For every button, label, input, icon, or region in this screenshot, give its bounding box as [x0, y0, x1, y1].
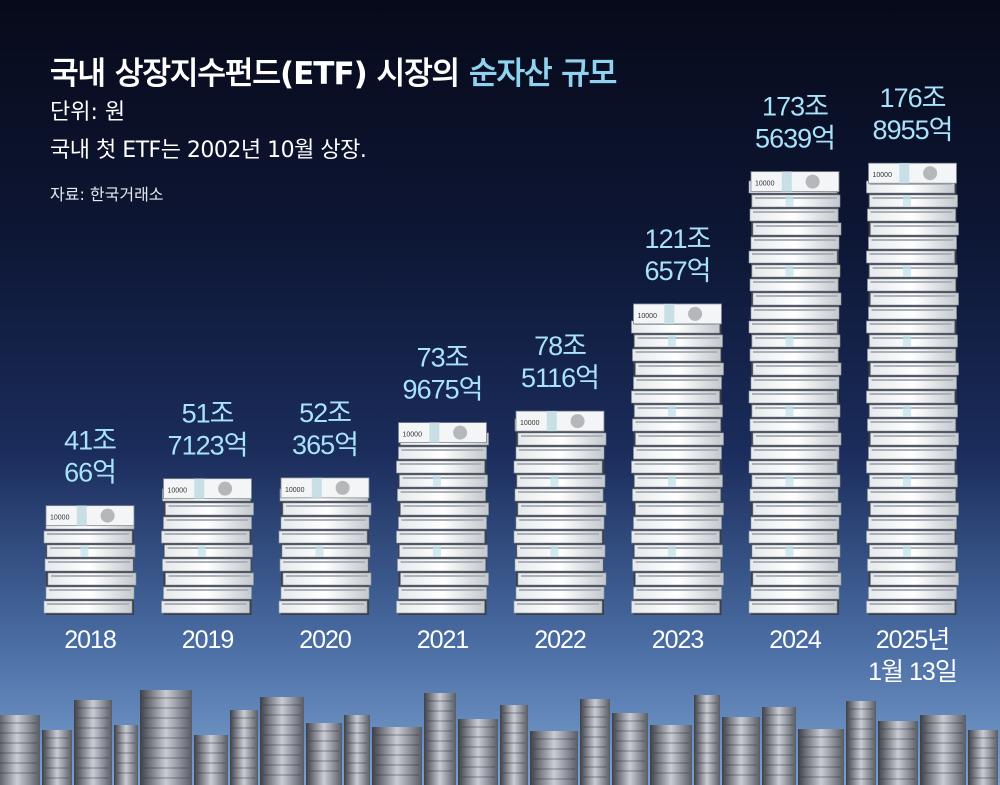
value-label: 365억: [292, 430, 358, 460]
building: [694, 695, 720, 785]
building: [260, 697, 304, 785]
value-label: 41조: [64, 426, 116, 456]
building: [74, 700, 112, 785]
building: [762, 707, 796, 785]
bar-2018: 10000: [43, 505, 137, 615]
value-label: 176조: [880, 83, 946, 113]
city-skyline: [0, 690, 998, 785]
building: [920, 715, 966, 785]
building: [458, 719, 498, 785]
bar-2022: 10000: [513, 410, 607, 615]
bar-2020: 10000: [278, 477, 372, 615]
building: [42, 730, 72, 785]
value-label: 5639억: [755, 124, 835, 154]
banknote-denomination: 10000: [403, 432, 423, 439]
value-label: 173조: [762, 92, 828, 122]
bar-2019: 10000: [161, 478, 254, 615]
value-label: 52조: [299, 398, 351, 428]
category-label: 2024: [769, 626, 822, 654]
banknote-denomination: 10000: [168, 488, 188, 495]
banknote-denomination: 10000: [50, 515, 70, 522]
category-label: 2025년: [876, 626, 950, 654]
page-title: 국내 상장지수펀드(ETF) 시장의 순자산 규모: [50, 48, 617, 93]
bar-2023: 10000: [631, 303, 724, 615]
building: [140, 690, 192, 785]
category-label: 2021: [417, 626, 469, 654]
value-label: 51조: [182, 399, 234, 429]
category-label: 2023: [652, 626, 704, 654]
unit-label: 단위: 원: [50, 100, 126, 125]
value-label: 73조: [417, 343, 469, 373]
building: [230, 710, 258, 785]
building: [878, 721, 918, 785]
banknote-denomination: 10000: [873, 172, 893, 179]
building: [968, 730, 998, 785]
building: [650, 725, 692, 785]
value-label: 7123억: [168, 431, 248, 461]
value-label: 78조: [534, 331, 586, 361]
building: [0, 715, 40, 785]
value-label: 8955억: [873, 115, 953, 145]
building: [530, 731, 578, 785]
value-label: 121조: [645, 224, 711, 254]
building: [194, 735, 228, 785]
building: [372, 727, 422, 785]
source-label: 자료: 한국거래소: [50, 185, 164, 204]
building: [424, 693, 456, 785]
value-label: 9675억: [403, 375, 483, 405]
building: [612, 713, 648, 785]
note-text: 국내 첫 ETF는 2002년 10월 상장.: [50, 138, 367, 163]
value-label: 657억: [645, 256, 711, 286]
building: [846, 701, 876, 785]
bar-2021: 10000: [396, 422, 489, 615]
title-text: 국내 상장지수펀드(ETF) 시장의: [50, 56, 469, 92]
building: [722, 717, 760, 785]
value-label: 5116억: [521, 363, 599, 393]
category-label: 2020: [299, 626, 351, 654]
building: [580, 699, 610, 785]
category-label: 2019: [182, 626, 234, 654]
building: [500, 705, 528, 785]
banknote-denomination: 10000: [755, 181, 775, 188]
banknote-denomination: 10000: [285, 487, 305, 494]
building: [798, 729, 844, 785]
value-label: 66억: [64, 458, 116, 488]
building: [344, 715, 370, 785]
category-label: 2022: [534, 626, 586, 654]
banknote-denomination: 10000: [520, 420, 540, 427]
building: [114, 725, 138, 785]
category-label: 1월 13일: [868, 658, 957, 686]
category-label: 2018: [64, 626, 116, 654]
building: [306, 723, 342, 785]
title-highlight: 순자산 규모: [468, 56, 617, 92]
bar-2025년 1월 13일: 10000: [866, 162, 959, 616]
banknote-denomination: 10000: [638, 313, 658, 320]
bar-2024: 10000: [748, 171, 842, 616]
